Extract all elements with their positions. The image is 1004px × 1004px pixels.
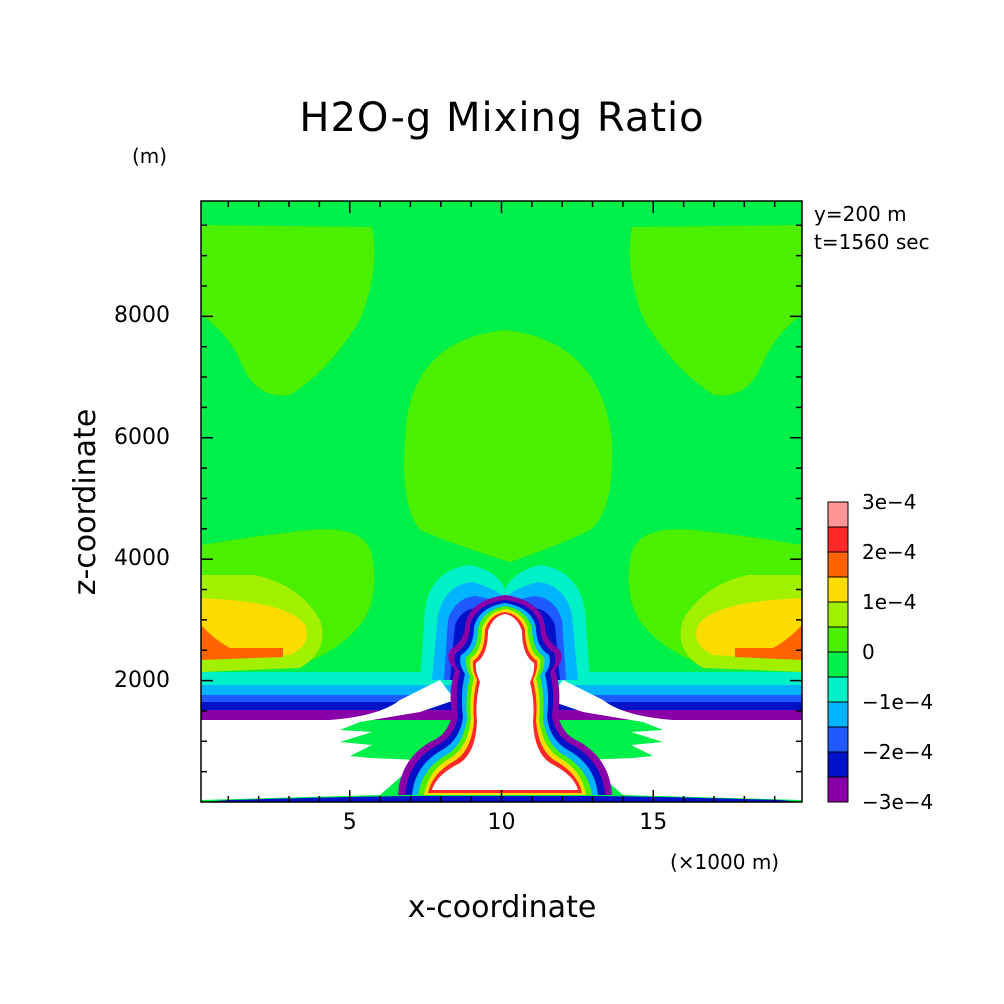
colorbar-label: −2e−4 bbox=[862, 740, 934, 764]
contour-left-lobe-inner bbox=[201, 598, 307, 660]
colorbar-swatch bbox=[827, 576, 849, 603]
colorbar-label: 0 bbox=[862, 640, 875, 664]
colorbar-swatch bbox=[827, 676, 849, 703]
contour-field bbox=[201, 201, 802, 802]
y-tick-label: 4000 bbox=[114, 546, 170, 572]
colorbar-label: −1e−4 bbox=[862, 690, 934, 714]
y-tick-label: 2000 bbox=[114, 667, 170, 693]
colorbar-label: 1e−4 bbox=[862, 590, 917, 614]
colorbar-label: −3e−4 bbox=[862, 790, 934, 814]
contour-plume-core-blank bbox=[432, 614, 578, 790]
colorbar-swatch bbox=[827, 626, 849, 653]
annotation-time: t=1560 sec bbox=[814, 230, 930, 254]
x-tick-label: 10 bbox=[487, 810, 516, 835]
x-tick-label: 15 bbox=[639, 810, 668, 835]
axis-ticks bbox=[201, 201, 802, 802]
colorbar-swatch bbox=[827, 726, 849, 753]
colorbar-swatch bbox=[827, 551, 849, 578]
contour-blank-left bbox=[201, 680, 455, 800]
contour-right-lobe-core bbox=[735, 625, 802, 660]
colorbar-label: 2e−4 bbox=[862, 540, 917, 564]
colorbar-swatch bbox=[827, 651, 849, 678]
annotation-y-position: y=200 m bbox=[814, 202, 907, 226]
contour-blank-right bbox=[548, 680, 802, 800]
colorbar-swatch bbox=[827, 601, 849, 628]
colorbar-swatch bbox=[827, 701, 849, 728]
x-tick-label: 5 bbox=[342, 810, 357, 835]
x-axis-label: x-coordinate bbox=[407, 890, 597, 925]
x-axis-unit: (×1000 m) bbox=[670, 850, 780, 874]
colorbar-swatch bbox=[827, 501, 849, 528]
contour-upper-right-lobe bbox=[629, 225, 802, 396]
colorbar-swatch bbox=[827, 776, 849, 803]
colorbar-label: 3e−4 bbox=[862, 490, 917, 514]
contour-right-lobe-inner bbox=[696, 598, 802, 660]
colorbar-swatch bbox=[827, 751, 849, 778]
colorbar-swatch bbox=[827, 526, 849, 553]
contour-upper-left-lobe bbox=[201, 225, 375, 396]
y-tick-label: 8000 bbox=[114, 303, 170, 329]
colorbar bbox=[827, 501, 849, 803]
y-axis-unit: (m) bbox=[132, 144, 168, 168]
chart-title: H2O-g Mixing Ratio bbox=[299, 95, 705, 141]
contour-left-lobe-core bbox=[201, 625, 283, 660]
contour-center-dome bbox=[404, 330, 613, 562]
y-tick-label: 6000 bbox=[114, 424, 170, 450]
